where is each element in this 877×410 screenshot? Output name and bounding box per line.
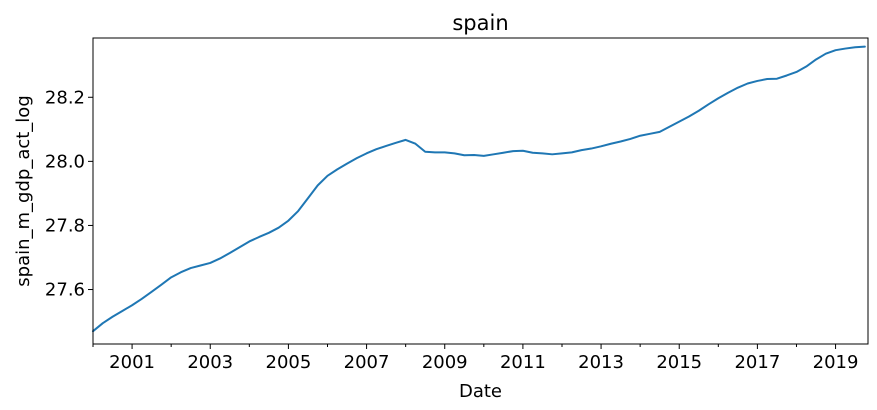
x-tick-label: 2005 — [266, 352, 312, 373]
y-axis-label: spain_m_gdp_act_log — [13, 95, 34, 286]
x-tick-label: 2017 — [734, 352, 780, 373]
x-tick-label: 2015 — [656, 352, 702, 373]
y-tick-label: 27.8 — [45, 215, 85, 236]
y-tick-label: 27.6 — [45, 280, 85, 301]
series-layer — [92, 45, 866, 333]
y-tick-label: 28.0 — [45, 151, 85, 172]
chart-title: spain — [452, 11, 508, 35]
plot-frame — [92, 37, 869, 345]
x-axis-label: Date — [459, 381, 502, 402]
x-tick-label: 2003 — [187, 352, 233, 373]
series-line-0 — [92, 45, 866, 333]
x-tick-label: 2007 — [344, 352, 390, 373]
x-axis: 2001 2003 2005 2007 2009 2011 2013 2015 2017 2019 — [92, 344, 859, 373]
y-axis: 27.6 27.8 28.0 28.2 — [45, 87, 93, 301]
x-tick-label: 2019 — [813, 352, 859, 373]
y-tick-label: 28.2 — [45, 87, 85, 108]
x-tick-label: 2009 — [422, 352, 468, 373]
x-tick-label: 2001 — [109, 352, 155, 373]
x-tick-label: 2011 — [500, 352, 546, 373]
x-tick-label: 2013 — [578, 352, 624, 373]
